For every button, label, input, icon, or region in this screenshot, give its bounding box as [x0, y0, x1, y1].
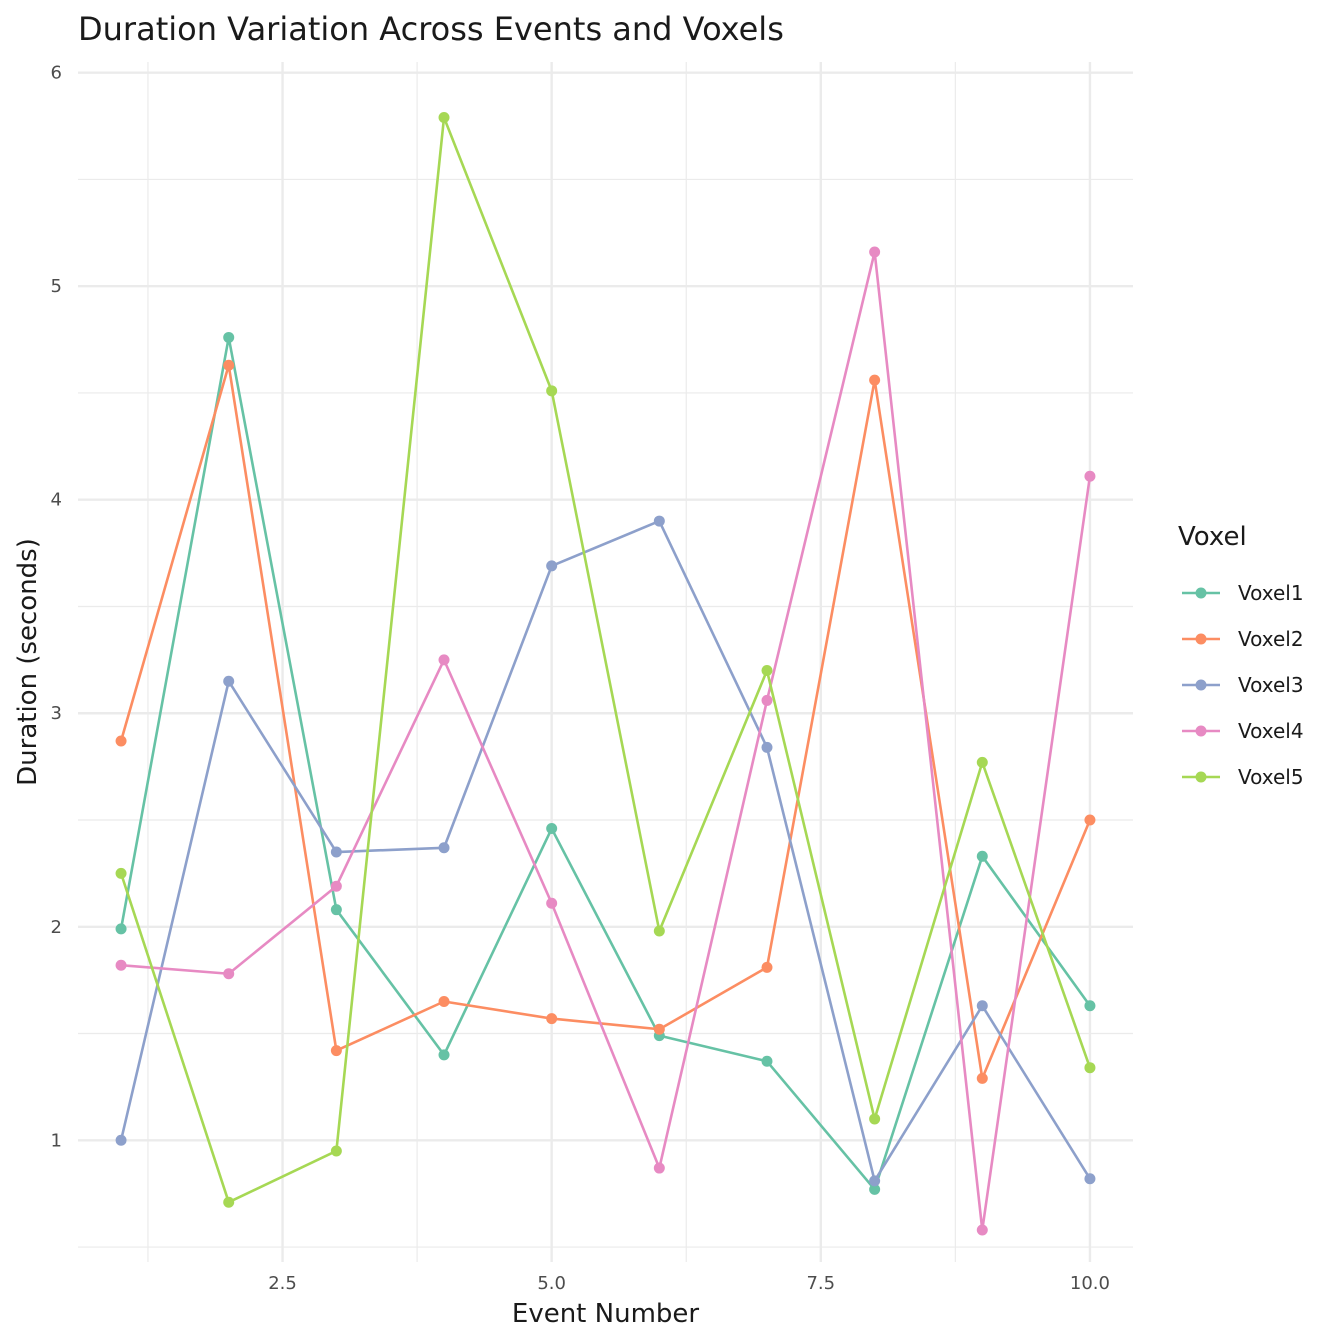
legend-item: Voxel4: [1178, 708, 1304, 754]
series-line: [119, 336, 1091, 1191]
data-point: [438, 112, 450, 124]
data-point: [115, 735, 127, 747]
data-point: [115, 959, 127, 971]
data-point: [653, 1023, 665, 1035]
x-tick-label: 7.5: [806, 1273, 835, 1294]
data-point: [330, 1045, 342, 1057]
chart-title: Duration Variation Across Events and Vox…: [78, 10, 784, 48]
data-point: [438, 842, 450, 854]
data-point: [869, 1113, 881, 1125]
data-point: [1084, 814, 1096, 826]
data-point: [653, 925, 665, 937]
data-point: [761, 665, 773, 677]
data-point: [223, 675, 235, 687]
y-axis-label: Duration (seconds): [13, 538, 43, 786]
series-voxel1: [115, 331, 1096, 1195]
series-voxel4: [115, 246, 1096, 1236]
y-tick-label: 2: [51, 917, 62, 938]
data-point: [115, 1134, 127, 1146]
data-point: [869, 1175, 881, 1187]
legend-key-point: [1195, 633, 1207, 645]
data-point: [546, 823, 558, 835]
data-point: [761, 961, 773, 973]
data-point: [1084, 1000, 1096, 1012]
x-tick-label: 5.0: [537, 1273, 566, 1294]
data-point: [330, 880, 342, 892]
legend-label: Voxel4: [1238, 719, 1304, 743]
data-point: [438, 1049, 450, 1061]
legend-title: Voxel: [1178, 522, 1247, 552]
series-line: [120, 250, 1092, 1232]
data-point: [976, 1224, 988, 1236]
legend-key: [1182, 679, 1220, 691]
data-point: [330, 846, 342, 858]
legend-item: Voxel3: [1178, 662, 1304, 708]
y-tick-label: 3: [51, 703, 62, 724]
series-line: [119, 519, 1092, 1183]
legend-label: Voxel2: [1238, 627, 1304, 651]
legend-label: Voxel3: [1238, 673, 1304, 697]
data-point: [976, 850, 988, 862]
data-point: [330, 1145, 342, 1157]
data-point: [976, 1072, 988, 1084]
data-point: [438, 996, 450, 1008]
legend-key: [1182, 725, 1220, 737]
y-tick-label: 5: [51, 276, 62, 297]
x-tick-label: 2.5: [268, 1273, 297, 1294]
data-point: [869, 374, 881, 386]
x-axis-label: Event Number: [512, 1299, 700, 1329]
data-point: [223, 1196, 235, 1208]
data-point: [653, 1162, 665, 1174]
y-tick-label: 1: [51, 1130, 62, 1151]
data-point: [223, 331, 235, 343]
data-point: [546, 385, 558, 397]
data-point: [115, 867, 127, 879]
data-point: [761, 1055, 773, 1067]
data-point: [761, 694, 773, 706]
series-voxel5: [115, 112, 1096, 1208]
legend-key-point: [1195, 771, 1207, 783]
data-point: [761, 741, 773, 753]
data-point: [869, 1183, 881, 1195]
series-voxel2: [115, 359, 1096, 1084]
legend-label: Voxel5: [1238, 765, 1304, 789]
data-point: [438, 654, 450, 666]
grid: [78, 62, 1133, 1262]
y-tick-label: 6: [51, 63, 62, 84]
legend: Voxel Voxel1 Voxel2 Voxel3 Voxel4 Voxel5: [1178, 522, 1304, 800]
legend-item: Voxel5: [1178, 754, 1304, 800]
data-point: [223, 359, 235, 371]
data-point: [115, 923, 127, 935]
series-voxel3: [115, 515, 1096, 1187]
legend-item: Voxel2: [1178, 616, 1304, 662]
data-point: [1084, 1062, 1096, 1074]
data-point: [546, 897, 558, 909]
legend-key-point: [1195, 587, 1207, 599]
data-point: [976, 756, 988, 768]
y-tick-label: 4: [51, 490, 62, 511]
data-point: [653, 515, 665, 527]
legend-key: [1182, 771, 1220, 783]
x-tick-label: 10.0: [1070, 1273, 1110, 1294]
legend-key: [1182, 587, 1220, 599]
data-point: [1084, 470, 1096, 482]
data-point: [330, 904, 342, 916]
data-point: [546, 560, 558, 572]
data-point: [976, 1000, 988, 1012]
legend-items: Voxel1 Voxel2 Voxel3 Voxel4 Voxel5: [1178, 570, 1304, 800]
legend-key-point: [1195, 725, 1207, 737]
legend-label: Voxel1: [1238, 581, 1304, 605]
data-point: [869, 246, 881, 258]
data-point: [223, 968, 235, 980]
legend-key-point: [1195, 679, 1207, 691]
series-line: [119, 116, 1092, 1204]
data-point: [546, 1013, 558, 1025]
data-point: [1084, 1173, 1096, 1185]
legend-item: Voxel1: [1178, 570, 1304, 616]
legend-key: [1182, 633, 1220, 645]
